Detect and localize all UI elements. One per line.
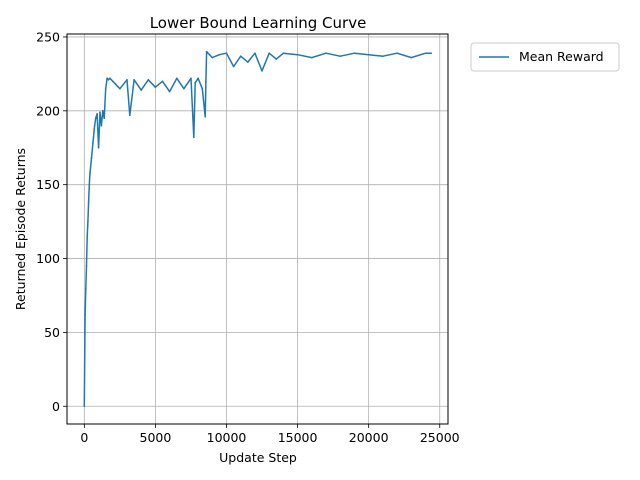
data-point: [275, 58, 278, 60]
plot-frame: [66, 33, 449, 425]
data-point: [183, 87, 185, 90]
data-point: [367, 53, 370, 56]
series-line-0: [83, 50, 432, 407]
data-point: [97, 146, 100, 149]
data-point: [247, 61, 249, 63]
data-point: [201, 87, 204, 90]
data-point: [193, 136, 195, 139]
x-tick-label: 5000: [140, 430, 172, 445]
data-point: [154, 86, 157, 88]
data-point: [83, 405, 86, 408]
data-point: [106, 77, 108, 80]
data-point: [119, 87, 121, 90]
data-point: [194, 81, 197, 84]
data-point: [339, 55, 342, 57]
chart-title: Lower Bound Learning Curve: [150, 14, 367, 32]
y-tick-label: 200: [36, 103, 60, 118]
legend-box: [470, 42, 620, 72]
data-point: [107, 78, 110, 81]
data-point: [430, 52, 433, 55]
data-point: [90, 157, 93, 159]
data-point: [96, 112, 98, 115]
data-point: [325, 52, 327, 55]
legend: Mean Reward: [470, 42, 620, 72]
data-point: [282, 52, 285, 55]
x-tick-label: 25000: [420, 430, 460, 445]
data-point: [261, 70, 263, 72]
data-point: [88, 183, 91, 186]
data-point: [190, 77, 192, 80]
data-point: [100, 124, 103, 127]
data-point: [84, 287, 87, 289]
data-point: [86, 235, 88, 238]
y-tick-label: 0: [52, 399, 60, 414]
y-tick-label: 50: [44, 325, 60, 340]
data-point: [204, 115, 206, 118]
y-axis-label: Returned Episode Returns: [13, 148, 28, 310]
x-tick-label: 15000: [278, 430, 318, 445]
x-tick-label: 10000: [207, 430, 247, 445]
data-point: [92, 142, 94, 145]
data-point: [268, 52, 270, 55]
data-point: [84, 313, 86, 316]
data-point: [161, 80, 164, 83]
data-point: [94, 117, 97, 120]
y-tick-label: 100: [36, 251, 60, 266]
data-point: [311, 56, 313, 59]
data-point: [102, 110, 104, 112]
data-point: [129, 114, 131, 117]
x-tick-label: 20000: [349, 430, 389, 445]
data-point: [205, 50, 208, 53]
data-point: [232, 65, 235, 68]
ticks: 0 5000 10000 15000 20000 25000 0 50 100 150 200 250: [36, 29, 460, 445]
data-point: [353, 52, 356, 55]
data-point: [85, 265, 88, 267]
data-point: [103, 117, 106, 120]
data-point: [87, 220, 89, 223]
legend-label: Mean Reward: [519, 49, 604, 64]
data-point: [93, 127, 96, 130]
data-point: [296, 53, 299, 56]
data-point: [99, 111, 101, 114]
data-point: [424, 52, 427, 55]
y-tick-label: 250: [36, 29, 60, 44]
data-point: [239, 55, 242, 57]
data-point: [197, 77, 199, 80]
data-point: [168, 90, 171, 93]
data-point: [87, 201, 90, 204]
data-point: [104, 87, 107, 90]
x-axis-label: Update Step: [219, 450, 297, 465]
data-point: [147, 78, 150, 81]
data-point: [218, 53, 221, 56]
data-point: [205, 80, 207, 83]
data-point: [211, 56, 214, 59]
x-tick-label: 0: [80, 430, 88, 445]
series-layer: [83, 50, 433, 408]
data-point: [133, 78, 135, 81]
data-point: [111, 80, 114, 83]
y-tick-label: 150: [36, 177, 60, 192]
data-point: [382, 55, 384, 57]
data-point: [225, 52, 228, 55]
data-point: [254, 52, 256, 55]
data-point: [396, 52, 398, 55]
data-point: [140, 89, 143, 91]
data-point: [126, 78, 128, 81]
data-point: [175, 77, 178, 80]
data-point: [109, 77, 111, 80]
data-point: [89, 172, 91, 174]
grid: [67, 34, 448, 424]
data-point: [410, 56, 413, 59]
